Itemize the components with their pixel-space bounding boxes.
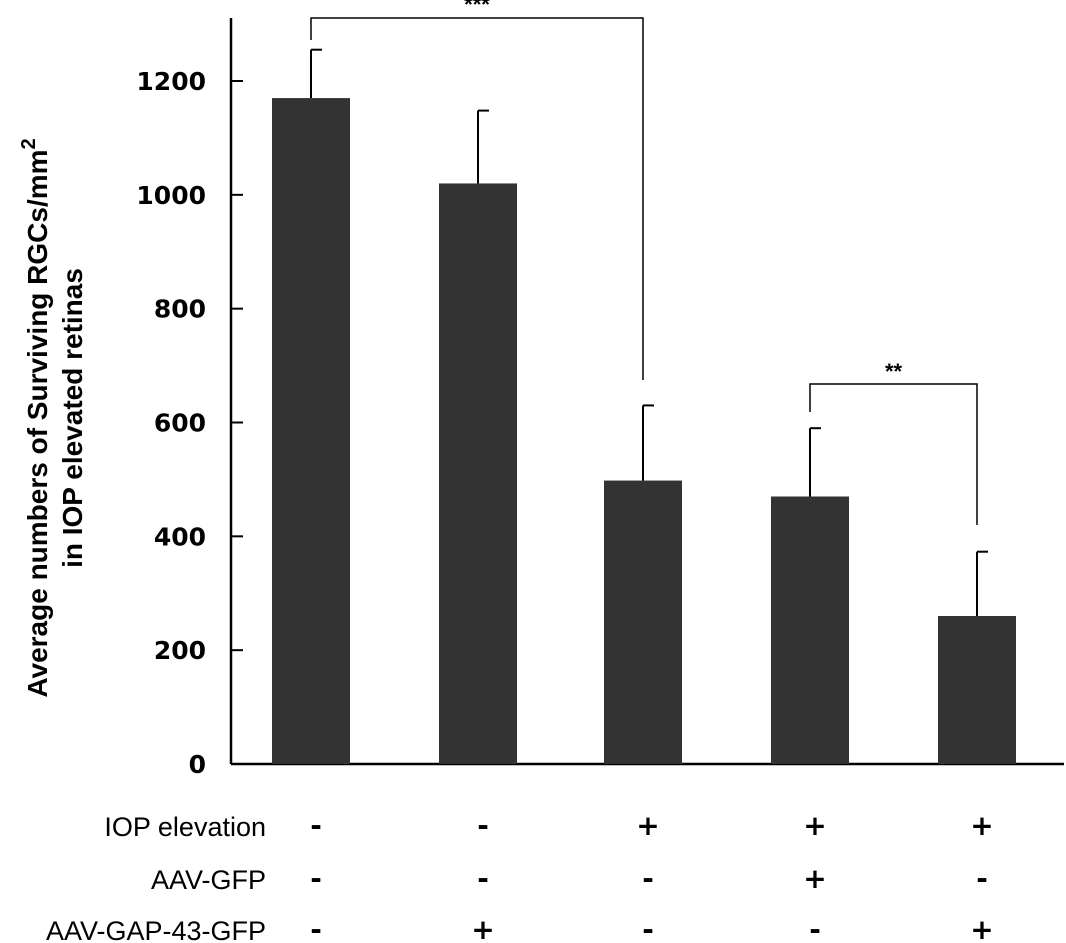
condition-sign: - (310, 862, 322, 895)
bars (272, 98, 1016, 764)
condition-sign: - (642, 862, 654, 895)
y-axis-label-superscript: 2 (18, 138, 40, 149)
condition-sign: + (970, 809, 993, 842)
condition-sign: + (970, 913, 993, 943)
bar (771, 496, 849, 764)
significance-label: *** (464, 0, 490, 17)
y-tick-label: 0 (189, 750, 206, 779)
condition-label: AAV-GFP (151, 865, 266, 895)
bar (439, 183, 517, 764)
condition-label: IOP elevation (104, 812, 266, 842)
condition-sign: - (310, 913, 322, 943)
condition-label: AAV-GAP-43-GFP (46, 916, 266, 943)
bar (604, 480, 682, 764)
y-tick-label: 200 (154, 636, 206, 665)
condition-sign: + (803, 862, 826, 895)
condition-sign: - (809, 913, 821, 943)
significance-label: ** (885, 359, 903, 384)
condition-sign: - (477, 809, 489, 842)
y-tick-label: 400 (154, 522, 206, 551)
y-tick-label: 1000 (136, 181, 206, 210)
bar (938, 616, 1016, 764)
axes: 0 200 400 600 800 1000 1200 (136, 18, 1064, 779)
y-axis-label-line-2: in IOP elevated retinas (57, 268, 88, 568)
condition-sign: - (310, 809, 322, 842)
condition-sign: - (642, 913, 654, 943)
y-axis-label-line-1: Average numbers of Surviving RGCs/mm (22, 149, 53, 697)
condition-sign: + (803, 809, 826, 842)
significance-bracket (310, 17, 644, 380)
bar (272, 98, 350, 764)
condition-table: IOP elevation - - + + + AAV-GFP - - - + - AAV-GAP-43… (46, 809, 994, 943)
error-bars (310, 48, 988, 617)
y-tick-label: 1200 (136, 67, 206, 96)
condition-sign: - (976, 862, 988, 895)
condition-sign: + (471, 913, 494, 943)
y-tick-label: 800 (154, 295, 206, 324)
y-axis-label: Average numbers of Surviving RGCs/mm2 (18, 138, 53, 697)
condition-sign: + (636, 809, 659, 842)
y-tick-label: 600 (154, 409, 206, 438)
condition-sign: - (477, 862, 489, 895)
significance-bracket (809, 383, 978, 525)
significance-brackets: ***** (310, 0, 978, 525)
